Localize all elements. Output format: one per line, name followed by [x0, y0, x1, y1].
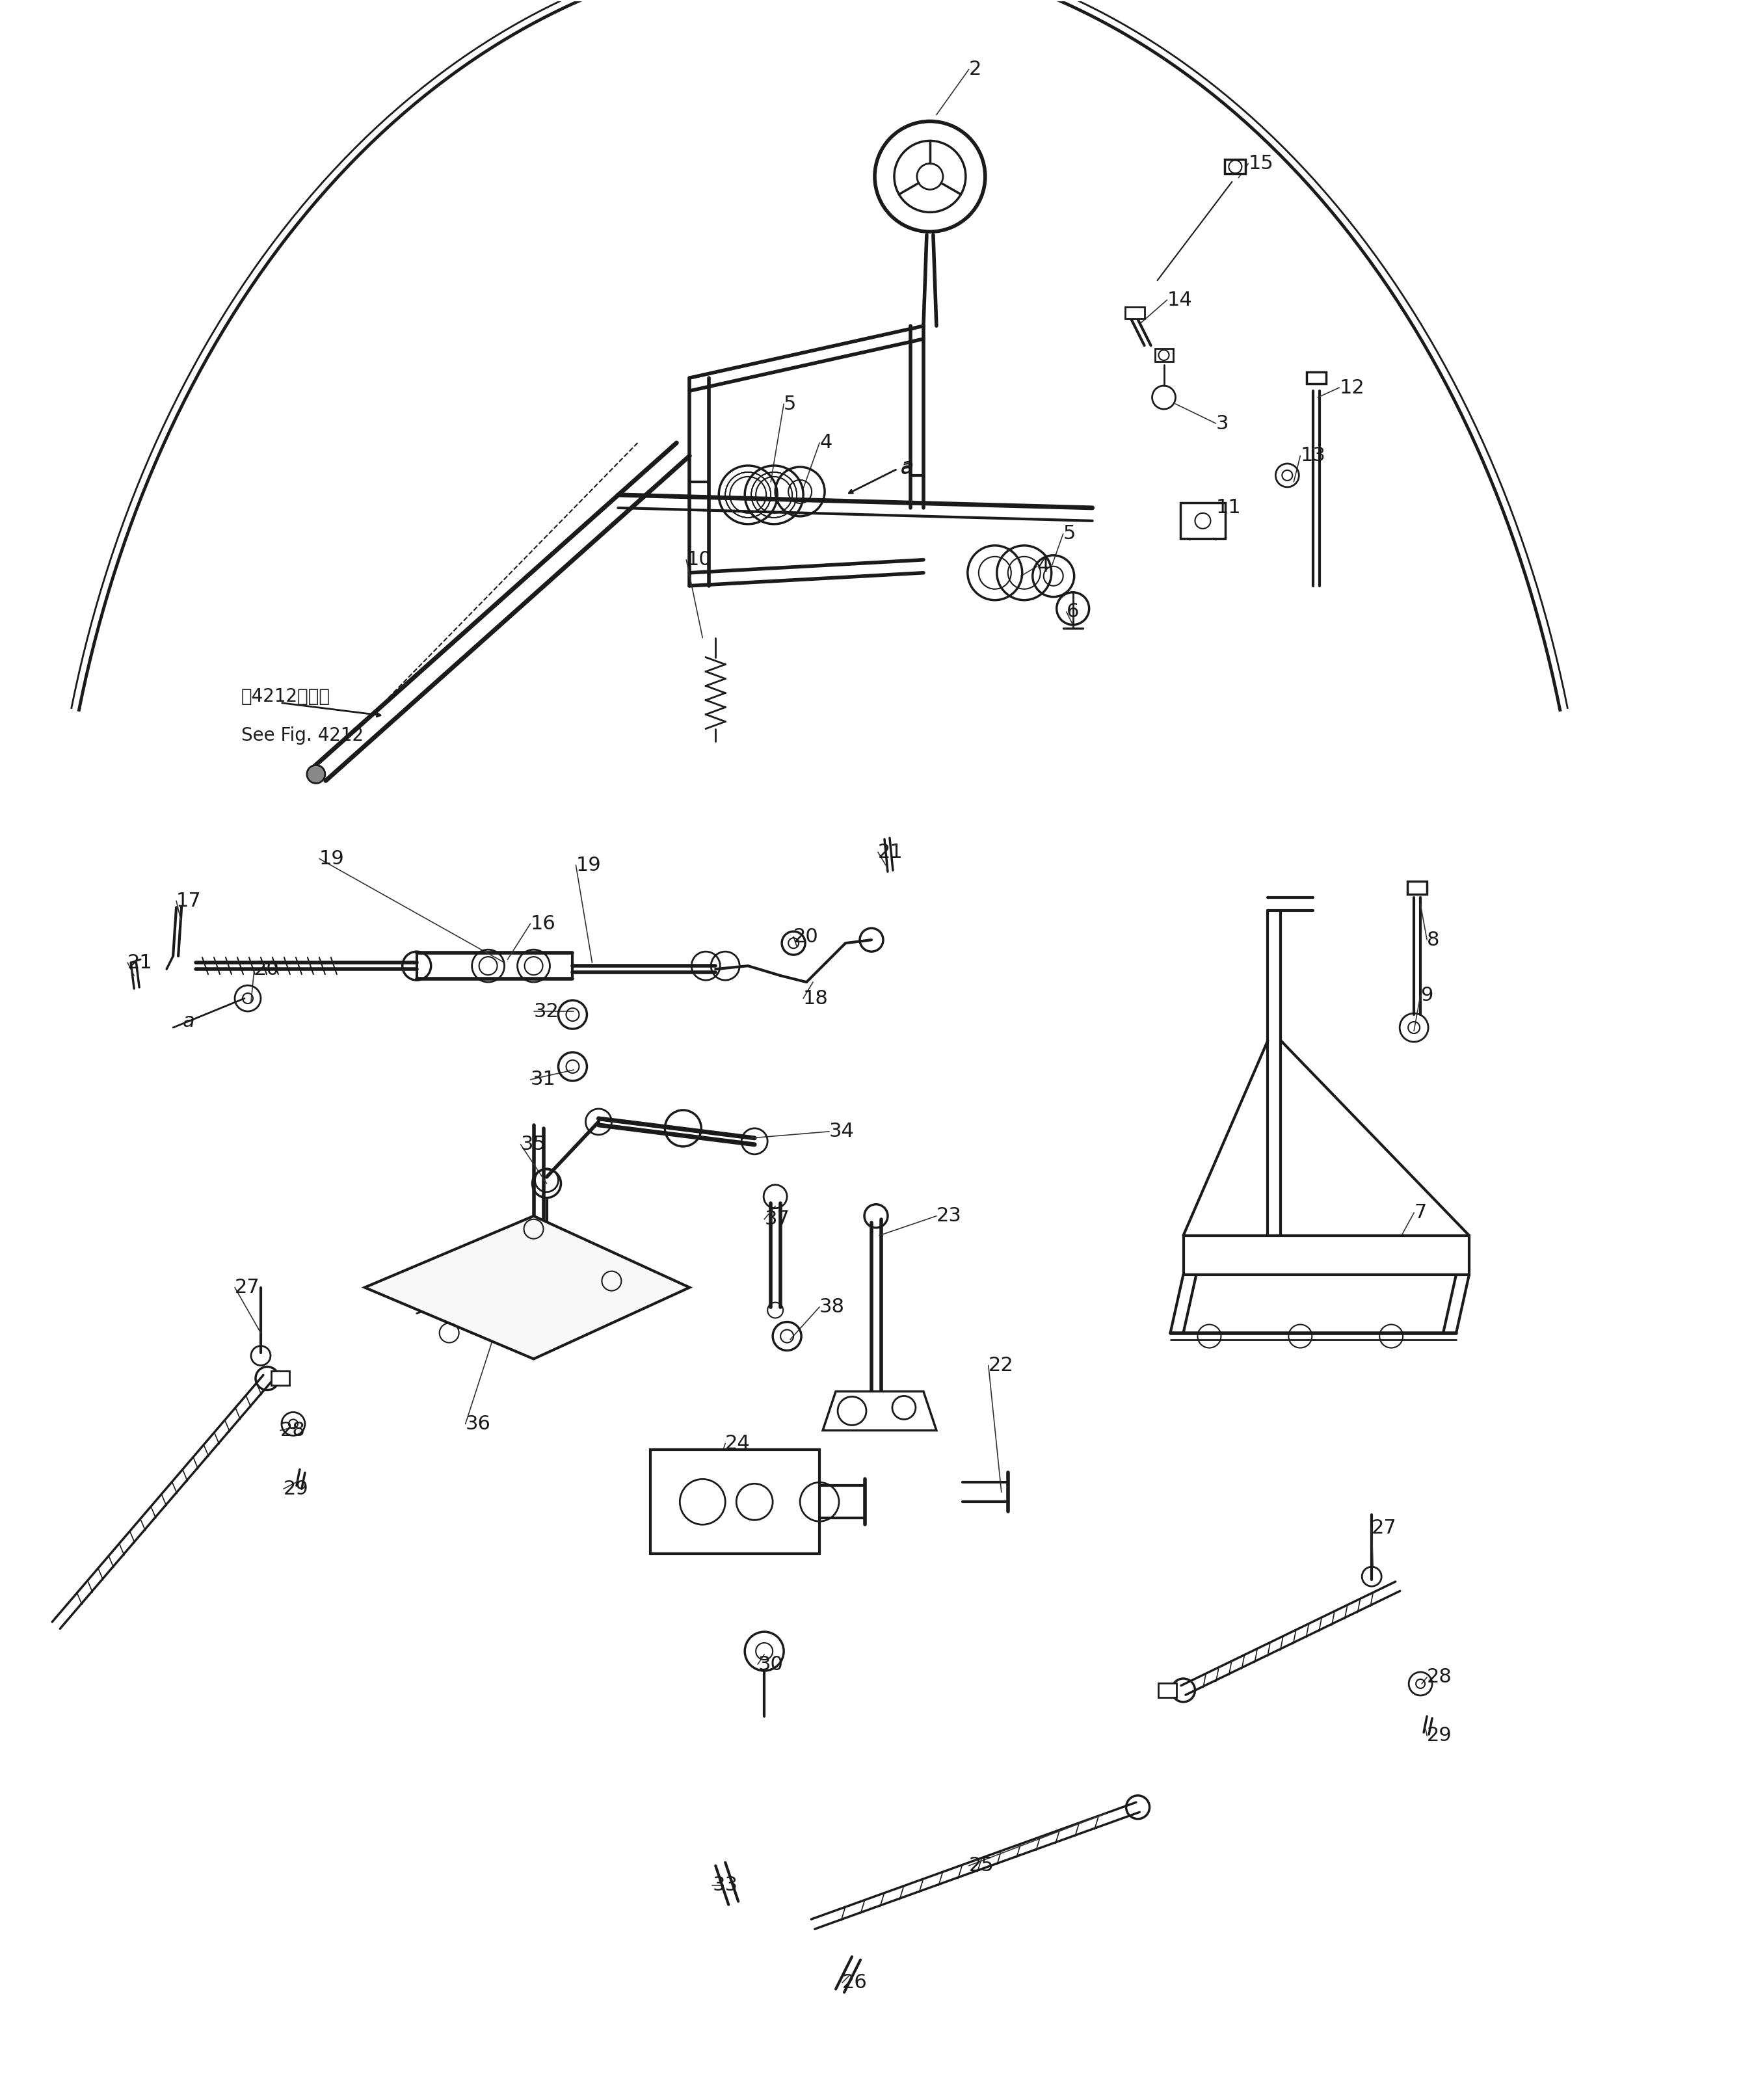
- Text: a: a: [900, 458, 914, 479]
- Text: 19: 19: [319, 848, 345, 867]
- Text: a: a: [183, 1012, 195, 1031]
- Polygon shape: [823, 1392, 937, 1430]
- Text: 21: 21: [127, 953, 153, 972]
- Text: 12: 12: [1339, 378, 1365, 397]
- Text: 5: 5: [783, 395, 796, 414]
- Text: 第4212図参照: 第4212図参照: [242, 687, 331, 706]
- Text: 8: 8: [1428, 930, 1440, 949]
- Text: See Fig. 4212: See Fig. 4212: [242, 727, 364, 743]
- Bar: [1154, 349, 1173, 361]
- Text: 5: 5: [1064, 525, 1076, 544]
- Text: 20: 20: [254, 960, 280, 979]
- Polygon shape: [1184, 1235, 1469, 1275]
- Text: 29: 29: [1428, 1726, 1452, 1745]
- Text: 28: 28: [1428, 1667, 1452, 1686]
- Text: 18: 18: [803, 989, 829, 1008]
- Circle shape: [306, 764, 326, 783]
- Bar: [1226, 160, 1247, 174]
- Text: 31: 31: [531, 1071, 555, 1090]
- Text: 10: 10: [686, 550, 712, 569]
- Text: 27: 27: [1372, 1518, 1396, 1537]
- Text: 30: 30: [757, 1655, 783, 1674]
- Text: 20: 20: [794, 928, 818, 947]
- Polygon shape: [364, 1216, 689, 1359]
- Bar: [1158, 1682, 1177, 1697]
- Bar: [651, 1449, 820, 1554]
- Bar: [1180, 504, 1226, 540]
- Text: 35: 35: [521, 1136, 547, 1155]
- Text: 2: 2: [970, 61, 982, 78]
- Bar: [1307, 372, 1327, 384]
- Text: 4: 4: [1038, 557, 1050, 575]
- Text: 22: 22: [989, 1357, 1013, 1376]
- Text: 7: 7: [1414, 1203, 1426, 1222]
- Text: 19: 19: [576, 855, 601, 874]
- Text: 32: 32: [534, 1002, 559, 1021]
- Text: 14: 14: [1166, 290, 1193, 309]
- Text: 26: 26: [843, 1974, 867, 1993]
- Text: 34: 34: [829, 1121, 855, 1140]
- Text: 37: 37: [764, 1210, 790, 1228]
- Text: 36: 36: [465, 1415, 491, 1434]
- Text: 3: 3: [1215, 414, 1229, 433]
- Text: 16: 16: [531, 914, 555, 932]
- Text: 27: 27: [235, 1279, 259, 1298]
- Text: 33: 33: [712, 1875, 738, 1894]
- Text: 38: 38: [820, 1298, 844, 1317]
- Text: 21: 21: [877, 842, 904, 861]
- Text: 23: 23: [937, 1208, 961, 1226]
- Bar: [272, 1371, 289, 1386]
- Text: 4: 4: [820, 433, 832, 452]
- Text: 28: 28: [280, 1422, 306, 1441]
- Text: 25: 25: [970, 1856, 994, 1875]
- Text: 24: 24: [726, 1434, 750, 1453]
- Text: 15: 15: [1248, 153, 1273, 172]
- Text: 9: 9: [1421, 985, 1433, 1004]
- Text: 11: 11: [1215, 498, 1241, 517]
- Text: 29: 29: [284, 1478, 308, 1497]
- Text: a: a: [900, 460, 912, 479]
- Bar: [1407, 882, 1428, 895]
- Text: 17: 17: [176, 893, 202, 909]
- Text: 13: 13: [1301, 447, 1325, 466]
- Text: 6: 6: [1067, 603, 1079, 622]
- Bar: [1125, 307, 1144, 319]
